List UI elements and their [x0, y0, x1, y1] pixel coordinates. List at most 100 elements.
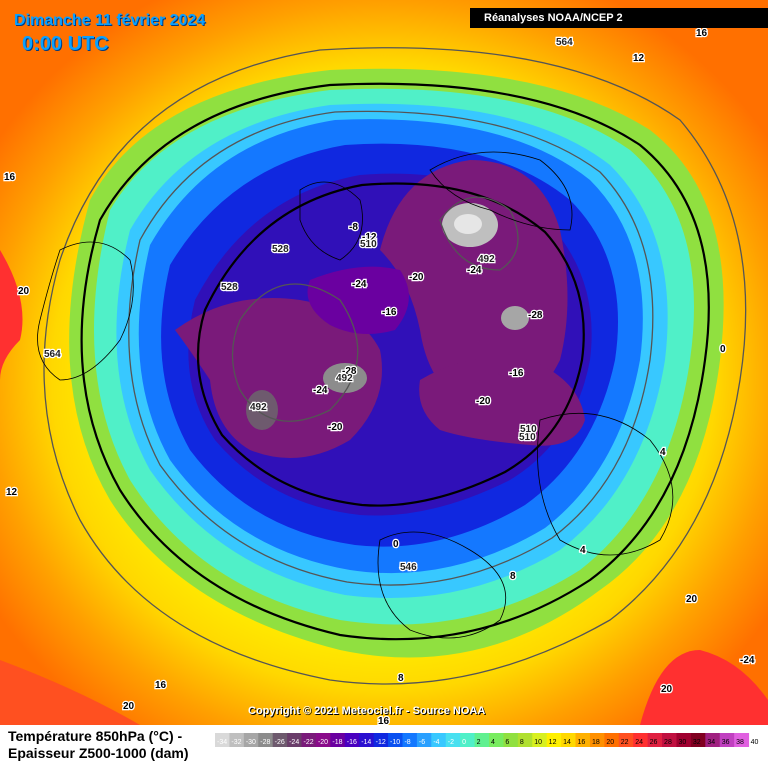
date-label: Dimanche 11 février 2024: [14, 12, 206, 29]
legend-tick: 24: [635, 739, 643, 746]
coastline-asia: [537, 412, 674, 556]
thickness-label: 510: [519, 432, 536, 443]
temperature-label: 16: [155, 680, 167, 691]
cold-pool-center: [307, 266, 409, 334]
thickness-labels: 564 528 528 510 492 492 492 510 546 564 510: [43, 36, 575, 575]
temperature-label: 20: [686, 594, 698, 605]
temperature-label: -28: [342, 366, 357, 377]
temperature-label: -24: [467, 265, 482, 276]
legend-tick: -10: [390, 739, 400, 746]
legend-tick: -8: [404, 739, 410, 746]
thickness-label: 528: [272, 244, 289, 255]
color-legend: -34 -32 -30 -28 -26 -24 -22 -20 -18 -16 -14 -12 -10-…: [215, 733, 758, 747]
legend-tick: -28: [260, 739, 270, 746]
legend-tick: -32: [231, 739, 241, 746]
temperature-label: -24: [313, 385, 328, 396]
legend-swatch: [416, 733, 432, 747]
legend-tick: -16: [347, 739, 357, 746]
legend-tick: -12: [376, 739, 386, 746]
temperature-label: 8: [398, 673, 404, 684]
thickness-492-north: [439, 196, 519, 271]
temperature-label: 20: [18, 286, 30, 297]
temperature-label: 12: [633, 53, 645, 64]
legend-swatch: [315, 733, 331, 747]
legend-swatch: [243, 733, 259, 747]
legend-tick: 32: [693, 739, 701, 746]
legend-swatch: [445, 733, 461, 747]
legend-swatch: [734, 733, 750, 747]
temperature-label: -24: [352, 279, 367, 290]
cold-core-3: [323, 363, 367, 393]
legend-tick: -20: [318, 739, 328, 746]
coastlines: [37, 151, 674, 639]
legend-swatch: [359, 733, 375, 747]
legend-swatch: [575, 733, 591, 747]
legend-swatch: [474, 733, 490, 747]
coastline-europe: [377, 531, 507, 639]
legend-swatch: [589, 733, 605, 747]
temperature-label: 0: [393, 539, 399, 550]
temperature-label: -16: [509, 368, 524, 379]
legend-swatch: [272, 733, 288, 747]
legend-swatch: [719, 733, 735, 747]
temperature-label: -20: [409, 272, 424, 283]
legend-tick: 34: [707, 739, 715, 746]
thickness-label: 492: [336, 373, 353, 384]
temperature-labels: 0 -12 -8 -24 -20 -16 -24 -28 -24 -28 -20 -16 -20 0 4 4 8…: [3, 27, 756, 729]
temperature-label: 16: [4, 172, 16, 183]
legend-swatch: [489, 733, 504, 747]
legend-swatch: [388, 733, 403, 747]
temperature-label: 8: [510, 571, 516, 582]
legend-tick: -24: [289, 739, 299, 746]
temperature-label: -24: [740, 655, 755, 666]
thickness-contours: [43, 47, 747, 685]
legend-tick: 36: [722, 739, 730, 746]
legend-tick: 28: [664, 739, 672, 746]
temperature-label: -16: [382, 307, 397, 318]
legend-swatch: [546, 733, 562, 747]
legend-tick: 0: [462, 739, 466, 746]
legend-tick: -4: [433, 739, 439, 746]
legend-tick: -34: [217, 739, 227, 746]
legend-tick: 20: [606, 739, 614, 746]
isotherm-minus-20: [196, 182, 585, 507]
legend-tick: 10: [534, 739, 542, 746]
temperature-label: -8: [349, 222, 358, 233]
legend-swatch: [258, 733, 274, 747]
thickness-label: 546: [400, 562, 417, 573]
temperature-label: -12: [362, 232, 377, 243]
coastline-greenland: [299, 181, 363, 261]
temperature-label: -20: [328, 422, 343, 433]
source-label: Réanalyses NOAA/NCEP 2: [470, 8, 768, 28]
legend-tick: -26: [275, 739, 285, 746]
legend-tick: 38: [736, 739, 744, 746]
legend-title-thickness: Epaisseur Z500-1000 (dam): [8, 745, 189, 761]
legend-swatch: [229, 733, 245, 747]
legend-swatch: [517, 733, 533, 747]
legend-tick: -14: [361, 739, 371, 746]
cold-core-1-inner: [454, 214, 482, 234]
legend-tick: 22: [621, 739, 629, 746]
isotherm-0: [80, 82, 710, 641]
legend-tick: 26: [650, 739, 658, 746]
legend-tick: 6: [505, 739, 509, 746]
legend-swatch: [618, 733, 634, 747]
legend-swatch: [460, 733, 476, 747]
temperature-label: 4: [580, 545, 586, 556]
legend-swatch: [676, 733, 692, 747]
cold-pool-west: [175, 298, 382, 458]
time-label: 0:00 UTC: [22, 33, 109, 55]
temperature-label: 20: [661, 684, 673, 695]
coastline-siberia: [429, 151, 573, 231]
thickness-label: 564: [44, 349, 61, 360]
legend-swatch: [215, 733, 230, 747]
copyright-label: Copyright © 2021 Meteociel.fr - Source N…: [248, 705, 486, 717]
coastline-north-america: [37, 241, 134, 381]
legend-swatch: [344, 733, 360, 747]
warm-region-southeast: [640, 650, 768, 725]
legend-tick: 12: [549, 739, 557, 746]
legend-swatch: [287, 733, 303, 747]
legend-tick: -2: [448, 739, 454, 746]
